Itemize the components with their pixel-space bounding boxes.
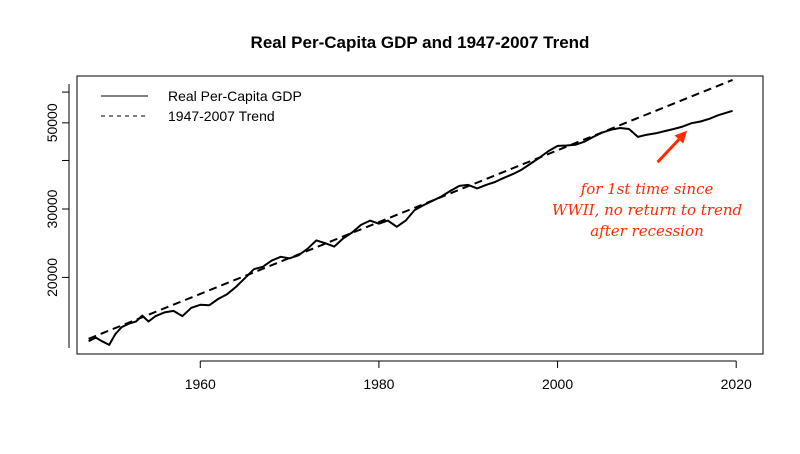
- annotation-arrow-head: [674, 130, 688, 144]
- plot-area: [76, 75, 764, 355]
- annotation-text-line: WWII, no return to trend: [552, 201, 742, 219]
- legend: Real Per-Capita GDP 1947-2007 Trend: [101, 88, 302, 124]
- y-tick-label: 30000: [44, 189, 60, 228]
- legend-label: 1947-2007 Trend: [168, 108, 275, 124]
- axes: 1960 1980 2000 2020 20000 30000 50000: [44, 84, 752, 392]
- annotation-text-line: for 1st time since: [580, 180, 714, 198]
- x-tick-label: 1960: [185, 376, 216, 392]
- annotation-text-line: after recession: [590, 222, 704, 240]
- series-lines: [88, 78, 733, 346]
- annotation: for 1st time since WWII, no return to tre…: [552, 130, 742, 240]
- y-tick-label: 20000: [44, 258, 60, 297]
- trend-line: [88, 78, 733, 340]
- chart-title: Real Per-Capita GDP and 1947-2007 Trend: [251, 33, 590, 52]
- legend-label: Real Per-Capita GDP: [168, 88, 302, 104]
- x-tick-label: 1980: [363, 376, 394, 392]
- annotation-arrow-shaft: [656, 138, 680, 164]
- x-tick-label: 2020: [721, 376, 752, 392]
- gdp-line: [88, 109, 733, 346]
- x-tick-label: 2000: [542, 376, 573, 392]
- y-tick-label: 50000: [44, 103, 60, 142]
